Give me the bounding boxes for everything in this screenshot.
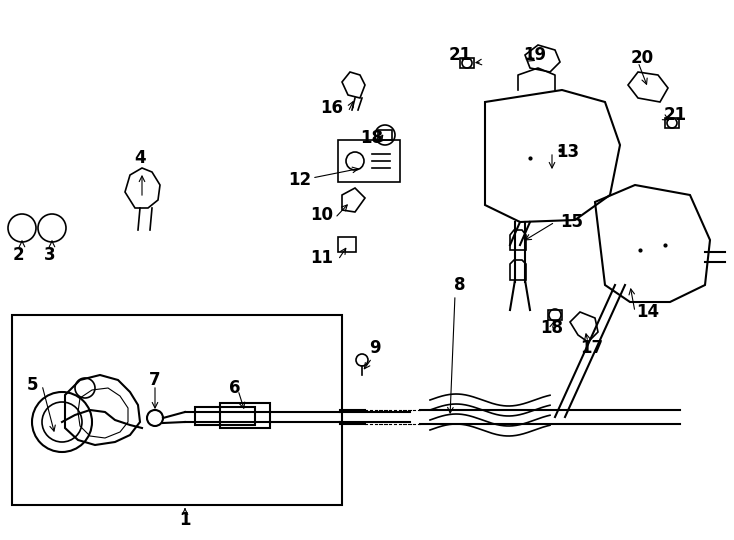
Text: 5: 5 [26, 376, 37, 394]
Bar [220, 403, 270, 428]
Text: 18: 18 [360, 129, 383, 147]
Text: 2: 2 [12, 246, 23, 264]
Text: 16: 16 [321, 99, 344, 117]
Text: 19: 19 [523, 46, 547, 64]
Text: 20: 20 [631, 49, 653, 67]
Text: 12: 12 [288, 171, 311, 189]
Text: 10: 10 [310, 206, 333, 224]
Text: 13: 13 [556, 143, 580, 161]
Text: 7: 7 [149, 371, 161, 389]
Text: 3: 3 [44, 246, 56, 264]
Bar [195, 407, 255, 425]
Bar [378, 130, 392, 140]
Text: 21: 21 [664, 106, 686, 124]
Bar [665, 118, 679, 128]
Bar [548, 310, 562, 320]
Text: 4: 4 [134, 149, 146, 167]
Text: 1: 1 [179, 511, 191, 529]
Bar [338, 140, 400, 182]
Text: 8: 8 [454, 276, 466, 294]
Text: 18: 18 [540, 319, 564, 337]
Text: 11: 11 [310, 249, 333, 267]
Text: 15: 15 [561, 213, 584, 231]
Bar [338, 237, 356, 252]
Bar [12, 315, 342, 505]
Text: 17: 17 [581, 339, 603, 357]
Text: 14: 14 [636, 303, 660, 321]
Text: 6: 6 [229, 379, 241, 397]
Text: 9: 9 [369, 339, 381, 357]
Text: 21: 21 [448, 46, 471, 64]
Bar [460, 58, 474, 68]
